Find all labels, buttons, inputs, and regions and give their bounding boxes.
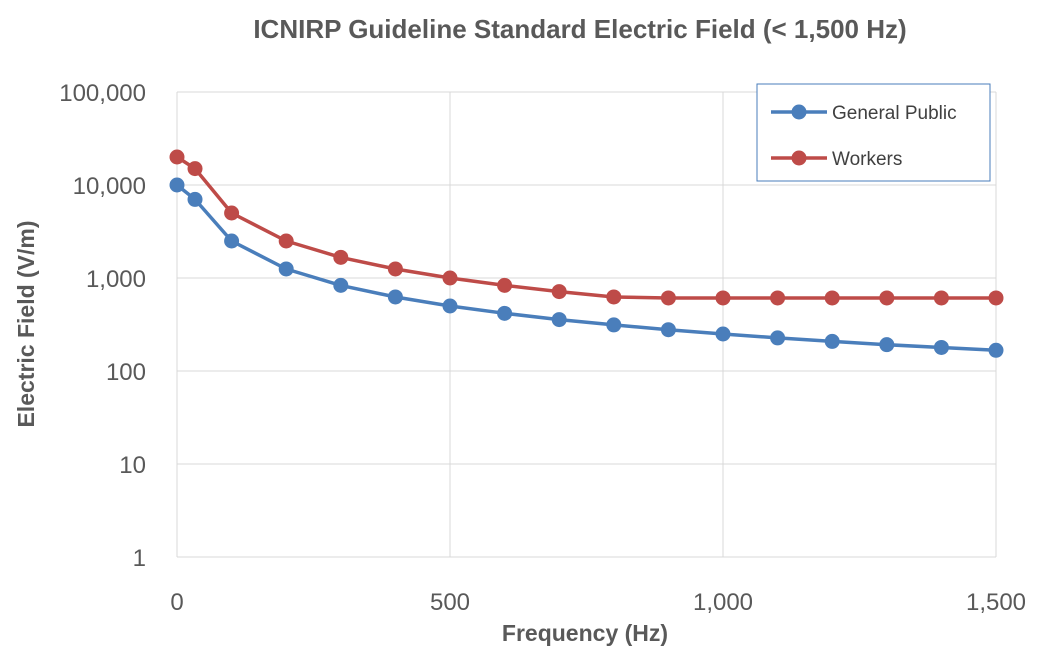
data-point xyxy=(988,342,1004,358)
axes xyxy=(176,92,996,558)
x-axis-title: Frequency (Hz) xyxy=(502,620,668,646)
y-tick-label: 100,000 xyxy=(59,80,146,107)
data-point xyxy=(824,333,840,349)
data-point xyxy=(442,270,458,286)
data-point xyxy=(224,205,240,221)
legend-marker xyxy=(791,150,807,166)
data-point xyxy=(442,298,458,314)
data-point xyxy=(824,290,840,306)
data-point xyxy=(606,289,622,305)
legend-label: Workers xyxy=(832,149,902,170)
data-point xyxy=(387,289,403,305)
data-point xyxy=(497,305,513,321)
data-point xyxy=(770,290,786,306)
x-tick-label: 0 xyxy=(170,589,183,616)
x-tick-label: 1,500 xyxy=(966,589,1026,616)
series-general-public xyxy=(169,177,1004,358)
data-point xyxy=(333,249,349,265)
data-point xyxy=(169,149,185,165)
data-point xyxy=(933,339,949,355)
x-tick-labels: 0 500 1,000 1,500 xyxy=(170,589,1026,616)
data-point xyxy=(660,290,676,306)
y-tick-label: 100 xyxy=(106,359,146,386)
data-point xyxy=(497,277,513,293)
y-axis-title: Electric Field (V/m) xyxy=(13,220,39,427)
data-point xyxy=(187,191,203,207)
series-layer xyxy=(169,149,1004,358)
legend-label: General Public xyxy=(832,103,957,124)
data-point xyxy=(187,161,203,177)
legend-marker xyxy=(791,104,807,120)
legend-box xyxy=(756,83,991,182)
data-point xyxy=(387,261,403,277)
series-workers xyxy=(169,149,1004,306)
x-tick-label: 1,000 xyxy=(693,589,753,616)
chart-title: ICNIRP Guideline Standard Electric Field… xyxy=(253,14,906,44)
data-point xyxy=(988,290,1004,306)
y-tick-label: 1 xyxy=(133,545,146,572)
data-point xyxy=(879,337,895,353)
y-tick-labels: 1 10 100 1,000 10,000 100,000 xyxy=(59,80,146,572)
y-tick-label: 1,000 xyxy=(86,266,146,293)
y-tick-label: 10 xyxy=(119,452,146,479)
x-tick-label: 500 xyxy=(430,589,470,616)
data-point xyxy=(551,312,567,328)
data-point xyxy=(715,290,731,306)
data-point xyxy=(606,317,622,333)
data-point xyxy=(169,177,185,193)
data-point xyxy=(770,330,786,346)
data-point xyxy=(278,261,294,277)
data-point xyxy=(224,233,240,249)
data-point xyxy=(933,290,949,306)
data-point xyxy=(333,277,349,293)
data-point xyxy=(551,284,567,300)
data-point xyxy=(660,322,676,338)
series-line xyxy=(175,183,997,353)
y-tick-label: 10,000 xyxy=(73,173,146,200)
data-point xyxy=(278,233,294,249)
legend: General Public Workers xyxy=(756,83,991,182)
data-point xyxy=(715,326,731,342)
data-point xyxy=(879,290,895,306)
